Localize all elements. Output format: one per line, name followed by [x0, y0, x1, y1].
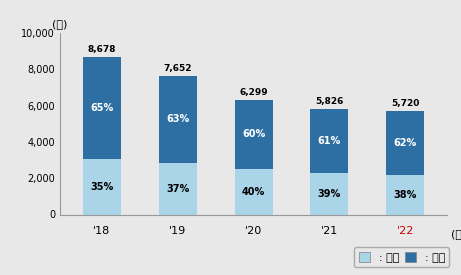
Bar [311, 109, 349, 173]
Text: 62%: 62% [394, 138, 417, 148]
Text: 65%: 65% [90, 103, 113, 113]
Bar [235, 100, 272, 169]
Bar [311, 173, 349, 214]
Text: 5,720: 5,720 [391, 99, 420, 108]
Bar [386, 175, 425, 214]
Text: 60%: 60% [242, 130, 265, 139]
Text: (人): (人) [52, 19, 68, 29]
Text: 37%: 37% [166, 184, 189, 194]
Text: 39%: 39% [318, 189, 341, 199]
Text: 38%: 38% [394, 190, 417, 200]
Text: 40%: 40% [242, 187, 265, 197]
Text: 7,652: 7,652 [163, 64, 192, 73]
Text: '22: '22 [397, 226, 414, 236]
Bar [235, 169, 272, 214]
Text: 35%: 35% [90, 182, 113, 192]
Text: '18: '18 [93, 226, 110, 236]
Text: '21: '21 [321, 226, 338, 236]
Text: (年度): (年度) [451, 229, 461, 239]
Bar [159, 76, 196, 163]
Bar [159, 163, 196, 214]
Bar [83, 160, 121, 215]
Text: '19: '19 [169, 226, 186, 236]
Text: 6,299: 6,299 [239, 89, 268, 97]
Text: 61%: 61% [318, 136, 341, 146]
Text: 63%: 63% [166, 114, 189, 124]
Bar [83, 57, 121, 160]
Text: '20: '20 [245, 226, 262, 236]
Bar [386, 111, 425, 175]
Text: 5,826: 5,826 [315, 97, 343, 106]
Legend: : 国内, : 国外: : 国内, : 国外 [354, 247, 449, 267]
Text: 8,678: 8,678 [88, 45, 116, 54]
